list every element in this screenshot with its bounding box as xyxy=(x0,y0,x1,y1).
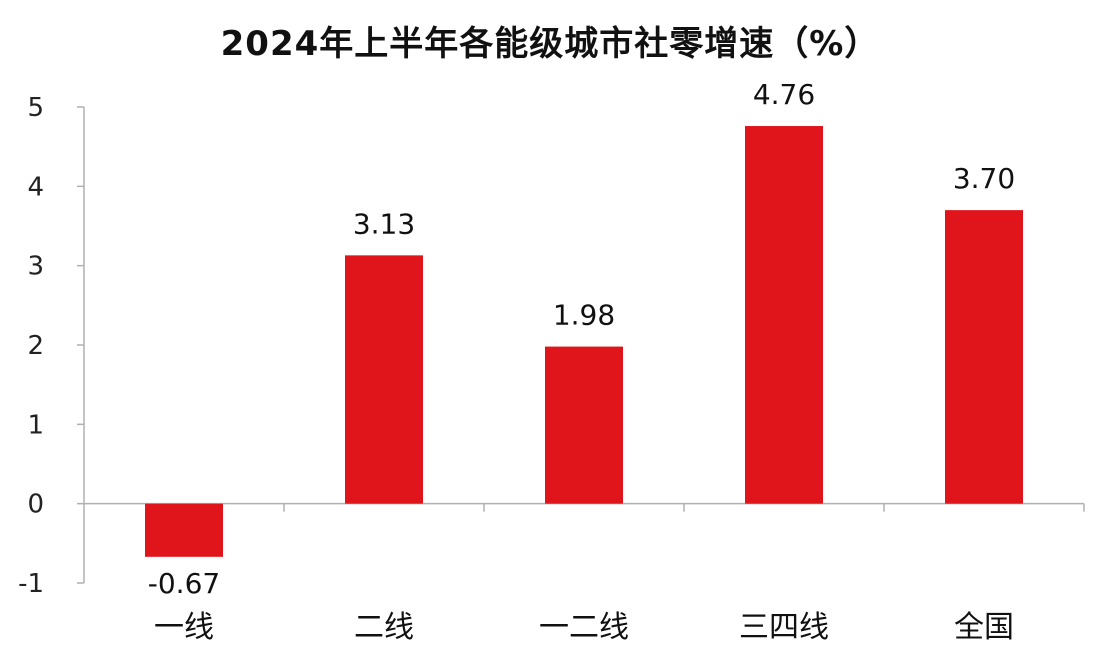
category-label-0: 一线 xyxy=(154,610,214,645)
y-tick-label-6: 5 xyxy=(27,93,44,123)
category-label-4: 全国 xyxy=(954,610,1014,645)
chart-title: 2024年上半年各能级城市社零增速（%） xyxy=(220,24,880,64)
bar-2 xyxy=(545,346,623,504)
data-label-1: 3.13 xyxy=(353,207,415,240)
y-tick-label-1: 0 xyxy=(27,490,44,520)
y-tick-label-5: 4 xyxy=(27,172,44,202)
category-label-3: 三四线 xyxy=(739,610,829,645)
y-tick-label-2: 1 xyxy=(27,410,44,440)
data-label-0: -0.67 xyxy=(148,567,220,600)
category-label-1: 二线 xyxy=(354,610,414,645)
bar-1 xyxy=(345,255,423,504)
y-tick-label-4: 3 xyxy=(27,252,44,282)
bar-3 xyxy=(745,126,823,504)
bar-0 xyxy=(145,503,223,557)
category-label-2: 一二线 xyxy=(539,610,629,645)
y-tick-label-3: 2 xyxy=(27,331,44,361)
data-label-4: 3.70 xyxy=(953,162,1015,195)
y-tick-label-0: -1 xyxy=(18,569,44,599)
bar-4 xyxy=(945,210,1023,504)
data-label-3: 4.76 xyxy=(753,78,815,111)
data-label-2: 1.98 xyxy=(553,299,615,332)
